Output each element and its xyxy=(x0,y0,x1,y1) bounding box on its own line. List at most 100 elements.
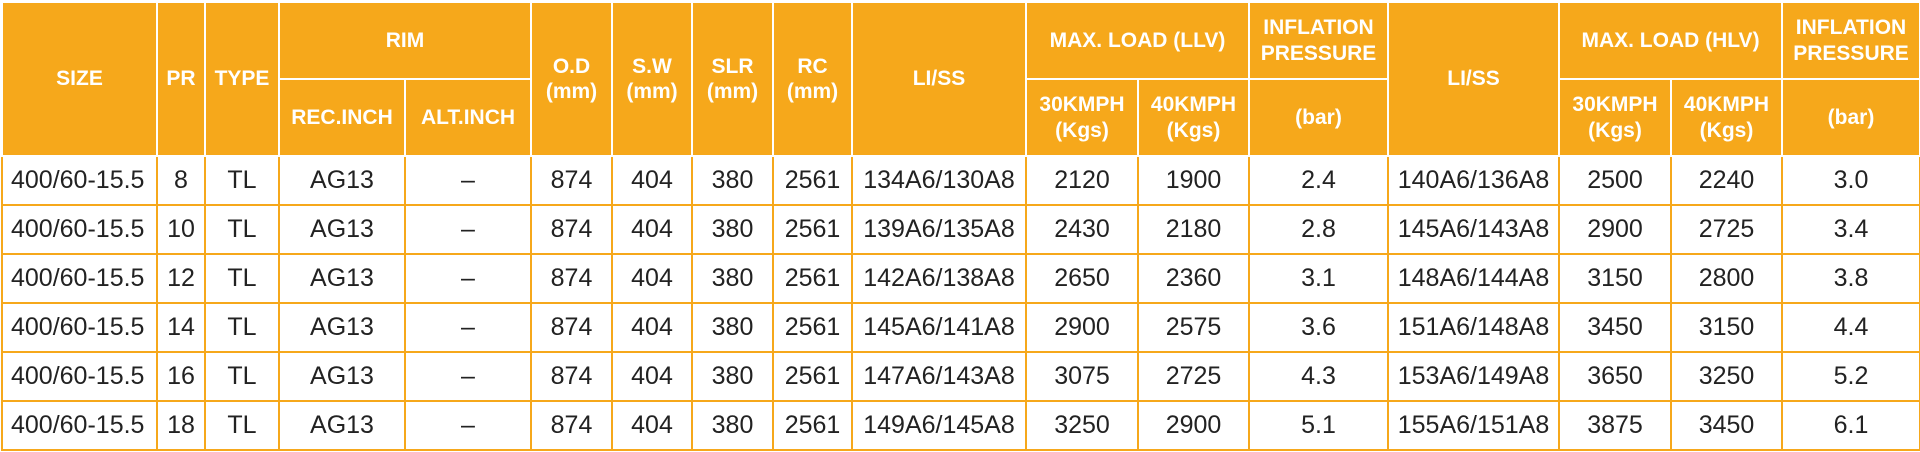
cell-pr: 14 xyxy=(156,302,206,353)
cell-size: 400/60-15.5 xyxy=(1,204,158,255)
cell-od: 874 xyxy=(530,351,613,402)
cell-pr: 16 xyxy=(156,351,206,402)
cell-size: 400/60-15.5 xyxy=(1,302,158,353)
cell-llv-40kmph: 2360 xyxy=(1136,253,1251,304)
cell-pr: 8 xyxy=(156,155,206,206)
col-header-rc: RC (mm) xyxy=(772,1,853,157)
cell-inflation-hlv: 6.1 xyxy=(1781,400,1920,451)
col-header-inflation-llv: INFLATION PRESSURE xyxy=(1248,1,1390,80)
cell-llv-30kmph: 2900 xyxy=(1025,302,1139,353)
cell-hlv-40kmph: 2240 xyxy=(1670,155,1784,206)
cell-rec-inch: AG13 xyxy=(278,302,406,353)
cell-li-ss-hlv: 145A6/143A8 xyxy=(1387,204,1561,255)
cell-hlv-30kmph: 2900 xyxy=(1558,204,1673,255)
cell-rc: 2561 xyxy=(772,155,853,206)
cell-type: TL xyxy=(204,400,280,451)
cell-hlv-30kmph: 3875 xyxy=(1558,400,1673,451)
cell-hlv-30kmph: 3150 xyxy=(1558,253,1673,304)
cell-od: 874 xyxy=(530,155,613,206)
cell-llv-30kmph: 3075 xyxy=(1025,351,1139,402)
table-row: 400/60-15.5 8 TL AG13–874 404 380 2561 134A6/13… xyxy=(1,155,1920,206)
col-header-inflation-hlv: INFLATION PRESSURE xyxy=(1781,1,1920,80)
cell-li-ss-llv: 147A6/143A8 xyxy=(851,351,1027,402)
cell-llv-40kmph: 2575 xyxy=(1136,302,1251,353)
cell-inflation-llv: 5.1 xyxy=(1248,400,1390,451)
cell-size: 400/60-15.5 xyxy=(1,253,158,304)
cell-rec-inch: AG13 xyxy=(278,253,406,304)
cell-pr: 18 xyxy=(156,400,206,451)
col-header-li-ss-hlv: LI/SS xyxy=(1387,1,1561,157)
col-header-llv-30kmph: 30KMPH (Kgs) xyxy=(1025,78,1139,157)
cell-alt-inch: – xyxy=(404,155,532,206)
col-header-max-load-llv: MAX. LOAD (LLV) xyxy=(1024,1,1251,80)
cell-rec-inch: AG13 xyxy=(278,400,406,451)
cell-inflation-llv: 3.6 xyxy=(1248,302,1390,353)
cell-od: 874 xyxy=(530,253,613,304)
cell-rec-inch: AG13 xyxy=(278,351,406,402)
cell-inflation-hlv: 3.4 xyxy=(1781,204,1920,255)
cell-pr: 12 xyxy=(156,253,206,304)
cell-sw: 404 xyxy=(611,400,693,451)
cell-rc: 2561 xyxy=(772,351,853,402)
cell-inflation-hlv: 3.0 xyxy=(1781,155,1920,206)
cell-llv-40kmph: 2900 xyxy=(1136,400,1251,451)
cell-od: 874 xyxy=(530,302,613,353)
col-header-type: TYPE xyxy=(204,1,280,157)
cell-li-ss-hlv: 151A6/148A8 xyxy=(1387,302,1561,353)
col-header-bar-hlv: (bar) xyxy=(1781,78,1920,157)
cell-slr: 380 xyxy=(691,400,774,451)
cell-rec-inch: AG13 xyxy=(278,204,406,255)
cell-inflation-hlv: 4.4 xyxy=(1781,302,1920,353)
cell-sw: 404 xyxy=(611,204,693,255)
table-row: 400/60-15.5 14 TL AG13–874 404 380 2561 145A6/1… xyxy=(1,302,1920,353)
cell-alt-inch: – xyxy=(404,302,532,353)
col-header-pr: PR xyxy=(156,1,206,157)
cell-inflation-llv: 2.8 xyxy=(1248,204,1390,255)
col-header-hlv-40kmph: 40KMPH (Kgs) xyxy=(1670,78,1784,157)
cell-type: TL xyxy=(204,204,280,255)
table-row: 400/60-15.5 10 TL AG13–874 404 380 2561 139A6/1… xyxy=(1,204,1920,255)
table-row: 400/60-15.5 18 TL AG13–874 404 380 2561 149A6/1… xyxy=(1,400,1920,451)
col-header-bar-llv: (bar) xyxy=(1248,78,1390,157)
col-header-rec-inch: REC.INCH xyxy=(278,78,406,157)
col-header-alt-inch: ALT.INCH xyxy=(404,78,532,157)
cell-slr: 380 xyxy=(691,351,774,402)
cell-li-ss-llv: 139A6/135A8 xyxy=(851,204,1027,255)
cell-alt-inch: – xyxy=(404,400,532,451)
cell-rc: 2561 xyxy=(772,204,853,255)
cell-type: TL xyxy=(204,253,280,304)
col-header-li-ss-llv: LI/SS xyxy=(851,1,1027,157)
cell-hlv-40kmph: 2725 xyxy=(1670,204,1784,255)
cell-hlv-30kmph: 3450 xyxy=(1558,302,1673,353)
cell-inflation-llv: 4.3 xyxy=(1248,351,1390,402)
cell-alt-inch: – xyxy=(404,253,532,304)
table-row: 400/60-15.5 16 TL AG13–874 404 380 2561 147A6/1… xyxy=(1,351,1920,402)
cell-slr: 380 xyxy=(691,155,774,206)
cell-alt-inch: – xyxy=(404,351,532,402)
cell-rec-inch: AG13 xyxy=(278,155,406,206)
cell-size: 400/60-15.5 xyxy=(1,155,158,206)
cell-type: TL xyxy=(204,351,280,402)
cell-li-ss-llv: 145A6/141A8 xyxy=(851,302,1027,353)
cell-llv-40kmph: 2180 xyxy=(1136,204,1251,255)
cell-type: TL xyxy=(204,155,280,206)
cell-li-ss-hlv: 148A6/144A8 xyxy=(1387,253,1561,304)
cell-slr: 380 xyxy=(691,204,774,255)
cell-inflation-llv: 3.1 xyxy=(1248,253,1390,304)
cell-llv-30kmph: 2650 xyxy=(1025,253,1139,304)
col-header-hlv-30kmph: 30KMPH (Kgs) xyxy=(1558,78,1673,157)
col-header-rim: RIM xyxy=(278,1,532,80)
cell-hlv-30kmph: 3650 xyxy=(1558,351,1673,402)
col-header-size: SIZE xyxy=(1,1,158,157)
cell-rc: 2561 xyxy=(772,400,853,451)
cell-hlv-30kmph: 2500 xyxy=(1558,155,1673,206)
cell-li-ss-llv: 134A6/130A8 xyxy=(851,155,1027,206)
cell-rc: 2561 xyxy=(772,253,853,304)
col-header-sw: S.W (mm) xyxy=(611,1,693,157)
cell-llv-30kmph: 3250 xyxy=(1025,400,1139,451)
cell-llv-30kmph: 2430 xyxy=(1025,204,1139,255)
table-header: SIZE PR TYPE RIM O.D (mm) S.W (mm) SLR (mm)… xyxy=(1,1,1920,157)
cell-type: TL xyxy=(204,302,280,353)
cell-inflation-hlv: 3.8 xyxy=(1781,253,1920,304)
